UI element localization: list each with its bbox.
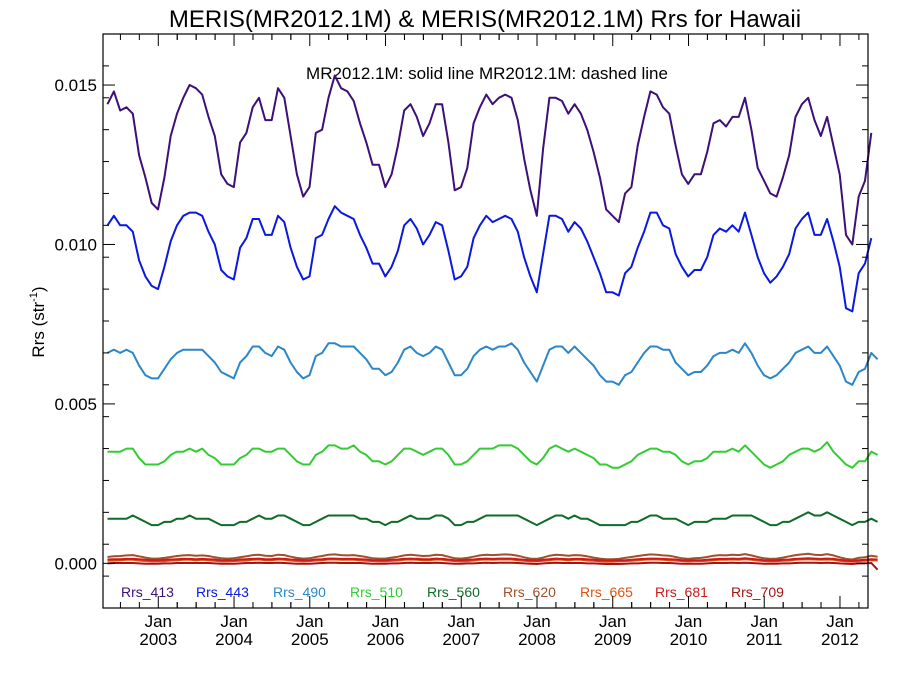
x-tick-label-month: Jan — [826, 612, 853, 631]
legend-entry-rrs-709: Rrs_709 — [731, 584, 784, 600]
x-tick-label-month: Jan — [675, 612, 702, 631]
series-line-rrs-510 — [107, 441, 879, 469]
series-layer — [106, 74, 879, 571]
plot-frame — [102, 33, 869, 609]
x-tick-label-year: 2008 — [518, 630, 556, 649]
legend-entry-rrs-665: Rrs_665 — [580, 584, 633, 600]
y-axis-label: Rrs (str-1) — [28, 286, 48, 357]
x-tick-label-month: Jan — [296, 612, 323, 631]
y-tick-label: 0.015 — [54, 76, 97, 95]
y-tick-label: 0.000 — [54, 554, 97, 573]
legend: Rrs_413 Rrs_443 Rrs_490 Rrs_510 Rrs_560 Rrs_6… — [121, 584, 784, 600]
x-tick-label-month: Jan — [448, 612, 475, 631]
axes: 0.0000.0050.0100.015Jan2003Jan2004Jan200… — [54, 33, 868, 649]
chart-title: MERIS(MR2012.1M) & MERIS(MR2012.1M) Rrs … — [169, 6, 801, 33]
legend-entry-rrs-510: Rrs_510 — [350, 584, 403, 600]
series-line-rrs-413 — [106, 74, 873, 246]
legend-entry-rrs-681: Rrs_681 — [655, 584, 708, 600]
legend-entry-rrs-490: Rrs_490 — [273, 584, 326, 600]
series-line-rrs-681 — [107, 557, 878, 562]
x-tick-label-year: 2003 — [139, 630, 177, 649]
x-tick-label-month: Jan — [372, 612, 399, 631]
x-tick-label-year: 2010 — [670, 630, 708, 649]
x-tick-label-month: Jan — [220, 612, 247, 631]
y-tick-label: 0.010 — [54, 235, 97, 254]
x-tick-label-year: 2007 — [442, 630, 480, 649]
x-tick-label-month: Jan — [751, 612, 778, 631]
x-tick-label-month: Jan — [523, 612, 550, 631]
x-tick-label-year: 2004 — [215, 630, 253, 649]
legend-entry-rrs-443: Rrs_443 — [196, 584, 249, 600]
x-tick-label-month: Jan — [599, 612, 626, 631]
legend-entry-rrs-620: Rrs_620 — [503, 584, 556, 600]
legend-entry-rrs-413: Rrs_413 — [121, 584, 174, 600]
y-tick-label: 0.005 — [54, 395, 97, 414]
x-tick-label-year: 2006 — [367, 630, 405, 649]
series-line-rrs-709 — [107, 561, 879, 571]
x-tick-label-month: Jan — [145, 612, 172, 631]
x-tick-label-year: 2009 — [594, 630, 632, 649]
x-tick-label-year: 2011 — [746, 630, 783, 649]
series-line-rrs-490 — [107, 342, 879, 386]
line-style-annotation: MR2012.1M: solid line MR2012.1M: dashed … — [306, 64, 668, 83]
x-tick-label-year: 2005 — [291, 630, 329, 649]
series-line-rrs-443 — [106, 205, 873, 313]
series-line-rrs-620 — [107, 552, 878, 561]
legend-entry-rrs-560: Rrs_560 — [427, 584, 480, 600]
x-tick-label-year: 2012 — [821, 630, 859, 649]
series-line-rrs-560 — [107, 511, 879, 527]
